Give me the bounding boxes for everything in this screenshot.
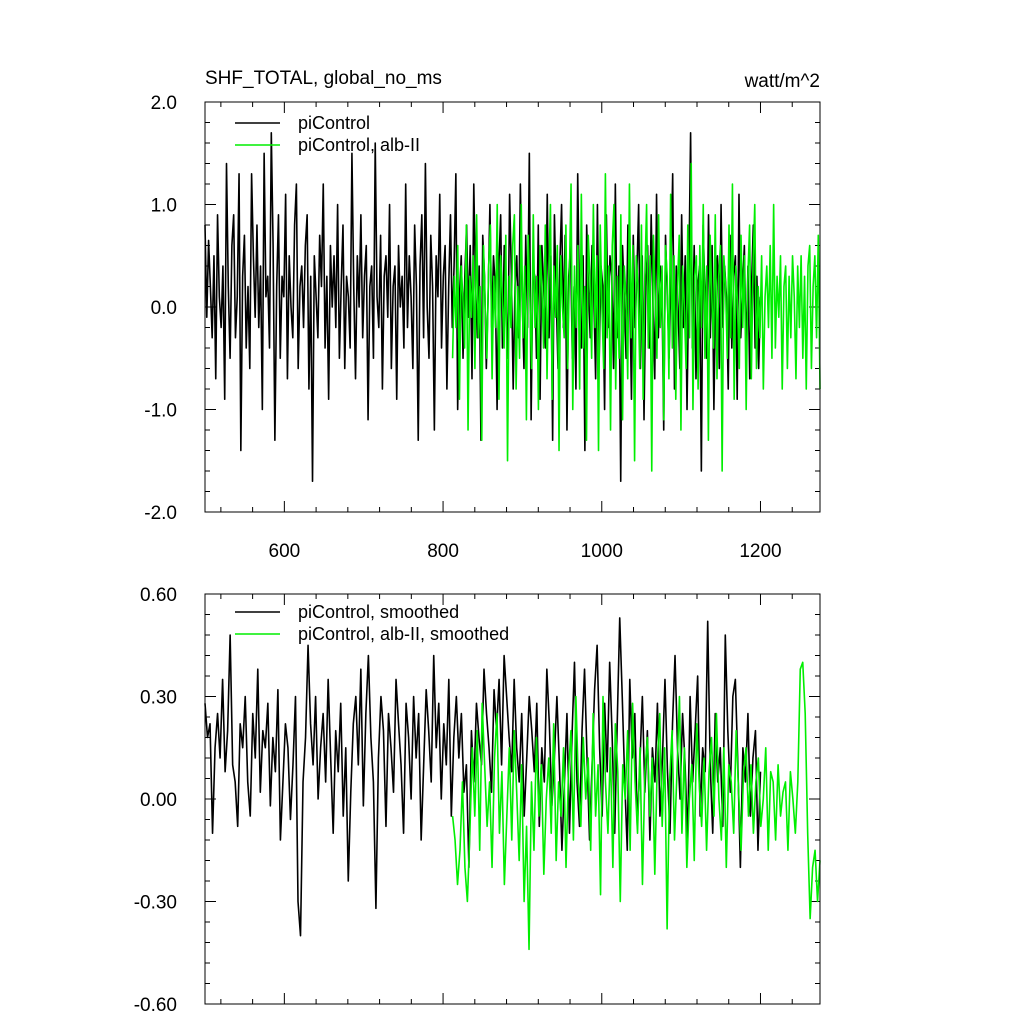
bottom-axis-ticks (205, 593, 820, 1005)
bottom-y-tick-label: 0.30 (140, 688, 177, 709)
top-y-tick-label: -2.0 (144, 503, 177, 524)
bottom-legend: piControl, smoothed piControl, alb-II, s… (235, 602, 509, 644)
chart-title: SHF_TOTAL, global_no_ms (205, 68, 442, 89)
legend-label-picontrol-alb-ii-smoothed: piControl, alb-II, smoothed (298, 624, 509, 644)
legend-label-picontrol: piControl (298, 113, 370, 133)
top-x-tick-label: 1000 (581, 541, 623, 562)
top-plot-frame (204, 101, 821, 513)
top-x-tick-label: 600 (269, 541, 301, 562)
bottom-series-line-1 (451, 661, 821, 951)
top-axis-labels: 600 800 1000 1200 -2.0 -1.0 0.0 1.0 2.0 (144, 93, 781, 562)
legend-label-picontrol-alb-ii: piControl, alb-II (298, 135, 420, 155)
bottom-y-tick-label: 0.60 (140, 585, 177, 606)
top-x-tick-label: 800 (427, 541, 459, 562)
top-y-tick-label: 0.0 (151, 298, 177, 319)
bottom-y-tick-label: -0.60 (134, 995, 177, 1016)
bottom-y-tick-label: 0.00 (140, 790, 177, 811)
top-panel: SHF_TOTAL, global_no_ms watt/m^2 600 800 1… (144, 68, 821, 562)
top-series-lines (204, 131, 821, 483)
top-y-tick-label: -1.0 (144, 401, 177, 422)
legend-label-picontrol-smoothed: piControl, smoothed (298, 602, 459, 622)
bottom-y-tick-label: -0.30 (134, 893, 177, 914)
top-legend: piControl piControl, alb-II (235, 113, 420, 155)
bottom-panel: -0.60 -0.30 0.00 0.30 0.60 piControl, smooth… (134, 585, 821, 1016)
top-x-tick-label: 1200 (739, 541, 781, 562)
bottom-axis-labels: -0.60 -0.30 0.00 0.30 0.60 (134, 585, 177, 1016)
bottom-series-lines (204, 617, 821, 951)
top-y-tick-label: 1.0 (151, 196, 177, 217)
top-series-line-1 (451, 162, 821, 472)
bottom-plot-frame (204, 593, 821, 1005)
units-label: watt/m^2 (744, 71, 820, 92)
top-y-tick-label: 2.0 (151, 93, 177, 114)
